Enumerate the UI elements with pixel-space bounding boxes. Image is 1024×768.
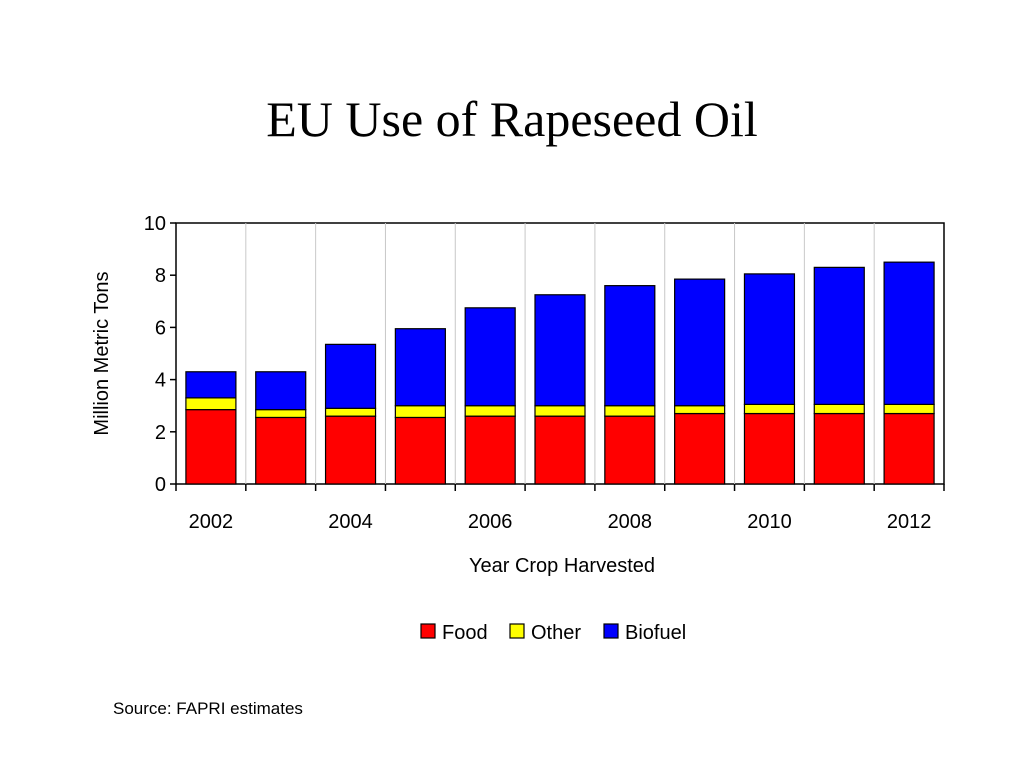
bar-food-2010	[743, 412, 796, 485]
y-tick-label: 8	[155, 265, 166, 287]
bar-biofuel-2010	[743, 273, 796, 405]
bar-biofuel-2008	[604, 285, 656, 407]
bar-other-2011	[813, 403, 865, 415]
bar-biofuel-2002	[185, 371, 237, 399]
legend-label-biofuel: Biofuel	[625, 622, 686, 644]
bar-other-2009	[674, 405, 726, 415]
y-tick-label: 2	[155, 422, 166, 444]
x-tick-label: 2008	[608, 511, 653, 533]
y-tick-label: 4	[155, 370, 166, 392]
bar-biofuel-2009	[674, 278, 726, 407]
bar-food-2011	[813, 412, 865, 485]
x-axis-label: Year Crop Harvested	[469, 555, 655, 577]
bar-other-2004	[324, 407, 377, 417]
bar-biofuel-2004	[324, 343, 377, 409]
x-tick-label: 2006	[468, 511, 513, 533]
x-tick-label: 2012	[887, 511, 932, 533]
y-axis-label: Million Metric Tons	[91, 271, 113, 435]
bar-biofuel-2005	[394, 328, 446, 407]
bar-other-2012	[883, 403, 935, 415]
x-tick-label: 2010	[747, 511, 792, 533]
x-tick-label: 2004	[328, 511, 373, 533]
bar-biofuel-2007	[534, 294, 586, 407]
bar-other-2008	[604, 405, 656, 417]
bar-food-2009	[674, 412, 726, 485]
bar-biofuel-2003	[255, 371, 307, 411]
bar-other-2003	[255, 409, 307, 419]
bar-food-2007	[534, 415, 586, 485]
legend-label-other: Other	[531, 622, 581, 644]
bar-other-2007	[534, 405, 586, 417]
bar-food-2005	[394, 416, 446, 485]
bar-other-2006	[464, 405, 516, 417]
stacked-bar-chart: 0 2 4 6 8 10 2002 2004 2006 2008 2010 2012 Million …	[91, 213, 945, 644]
bar-food-2008	[604, 415, 656, 485]
x-tick-label: 2002	[189, 511, 234, 533]
y-tick-label: 6	[155, 317, 166, 339]
chart-bars	[185, 261, 935, 485]
bar-biofuel-2012	[883, 261, 935, 405]
legend-swatch-biofuel	[603, 623, 619, 639]
bar-other-2005	[394, 405, 446, 419]
bar-other-2002	[185, 397, 237, 411]
legend-swatch-other	[509, 623, 525, 639]
y-tick-label: 10	[144, 213, 166, 235]
bar-biofuel-2006	[464, 307, 516, 407]
chart-legend: Food Other Biofuel	[420, 622, 686, 644]
bar-other-2010	[743, 403, 796, 415]
legend-label-food: Food	[442, 622, 488, 644]
bar-biofuel-2011	[813, 266, 865, 405]
bar-food-2012	[883, 412, 935, 485]
y-tick-label: 0	[155, 474, 166, 496]
chart-axes: 0 2 4 6 8 10 2002 2004 2006 2008 2010 2012	[144, 213, 945, 533]
legend-swatch-food	[420, 623, 436, 639]
bar-food-2002	[185, 409, 237, 485]
bar-food-2006	[464, 415, 516, 485]
bar-food-2004	[324, 415, 377, 485]
slide-title: EU Use of Rapeseed Oil	[266, 91, 758, 147]
source-note: Source: FAPRI estimates	[113, 699, 303, 718]
bar-food-2003	[255, 416, 307, 485]
